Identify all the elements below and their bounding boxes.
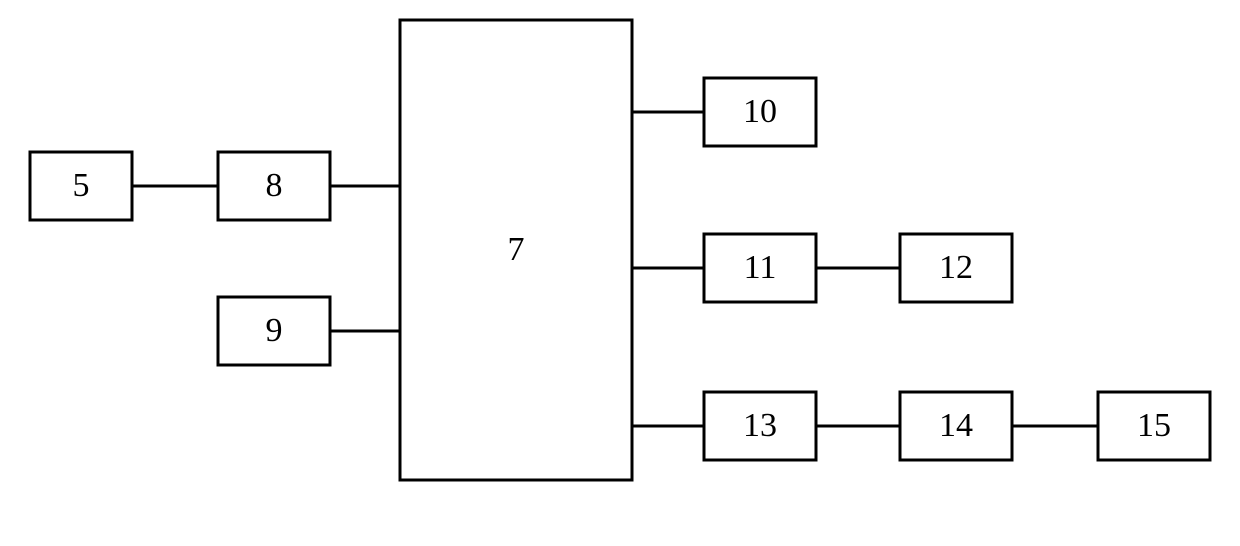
block-n14: 14: [900, 392, 1012, 460]
block-n5: 5: [30, 152, 132, 220]
block-n8-label: 8: [266, 167, 283, 204]
block-n14-label: 14: [939, 407, 973, 444]
block-n10-label: 10: [743, 93, 777, 130]
block-n10: 10: [704, 78, 816, 146]
block-n9: 9: [218, 297, 330, 365]
block-n7: 7: [400, 20, 632, 480]
block-n13-label: 13: [743, 407, 777, 444]
block-diagram: 5 8 9 7 10 11 12 13 14 15: [0, 0, 1240, 546]
block-n8: 8: [218, 152, 330, 220]
block-n13: 13: [704, 392, 816, 460]
block-n15: 15: [1098, 392, 1210, 460]
block-n7-label: 7: [508, 231, 525, 268]
block-n12-label: 12: [939, 249, 973, 286]
block-n15-label: 15: [1137, 407, 1171, 444]
block-n5-label: 5: [73, 167, 90, 204]
block-n9-label: 9: [266, 312, 283, 349]
block-n11: 11: [704, 234, 816, 302]
block-n12: 12: [900, 234, 1012, 302]
block-n11-label: 11: [744, 249, 777, 286]
